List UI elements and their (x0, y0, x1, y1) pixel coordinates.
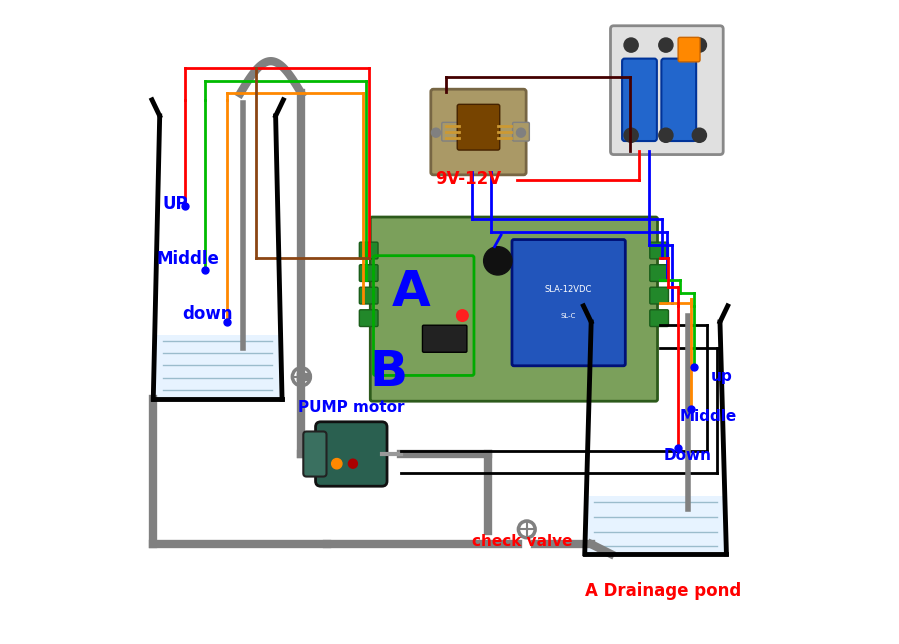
Polygon shape (584, 496, 726, 554)
Text: UP: UP (163, 195, 189, 213)
FancyBboxPatch shape (650, 287, 669, 304)
Text: SL-C: SL-C (561, 312, 576, 319)
Text: down: down (182, 305, 233, 323)
FancyBboxPatch shape (316, 422, 387, 486)
FancyBboxPatch shape (360, 265, 378, 281)
FancyBboxPatch shape (431, 89, 526, 175)
Circle shape (432, 128, 441, 137)
FancyBboxPatch shape (650, 310, 669, 327)
Circle shape (692, 38, 707, 52)
FancyBboxPatch shape (512, 240, 626, 366)
Circle shape (659, 128, 673, 142)
FancyBboxPatch shape (622, 59, 657, 141)
Circle shape (349, 459, 358, 468)
Text: Down: Down (663, 448, 711, 464)
Text: A Drainage pond: A Drainage pond (584, 582, 741, 600)
FancyBboxPatch shape (512, 122, 530, 141)
FancyBboxPatch shape (610, 26, 723, 155)
Circle shape (484, 247, 512, 275)
Text: SLA-12VDC: SLA-12VDC (545, 285, 592, 294)
Text: check valve: check valve (472, 534, 573, 549)
Circle shape (692, 128, 707, 142)
FancyBboxPatch shape (678, 37, 700, 62)
Circle shape (624, 38, 638, 52)
Circle shape (659, 38, 673, 52)
Text: B: B (369, 348, 407, 397)
FancyBboxPatch shape (303, 431, 326, 477)
FancyBboxPatch shape (650, 265, 669, 281)
Text: Middle: Middle (680, 409, 737, 424)
Text: up: up (711, 369, 733, 384)
Text: Middle: Middle (156, 250, 219, 268)
Text: A: A (392, 268, 431, 316)
Circle shape (624, 128, 638, 142)
FancyBboxPatch shape (360, 310, 378, 327)
FancyBboxPatch shape (370, 217, 657, 401)
FancyBboxPatch shape (360, 287, 378, 304)
FancyBboxPatch shape (360, 242, 378, 259)
FancyBboxPatch shape (423, 325, 467, 352)
Circle shape (517, 128, 526, 137)
Polygon shape (153, 335, 282, 399)
Text: 9V-12V: 9V-12V (435, 169, 502, 187)
FancyBboxPatch shape (441, 122, 458, 141)
Circle shape (332, 459, 342, 469)
FancyBboxPatch shape (458, 104, 500, 150)
Circle shape (457, 310, 468, 321)
FancyBboxPatch shape (650, 242, 669, 259)
Text: PUMP motor: PUMP motor (298, 400, 405, 415)
FancyBboxPatch shape (662, 59, 696, 141)
